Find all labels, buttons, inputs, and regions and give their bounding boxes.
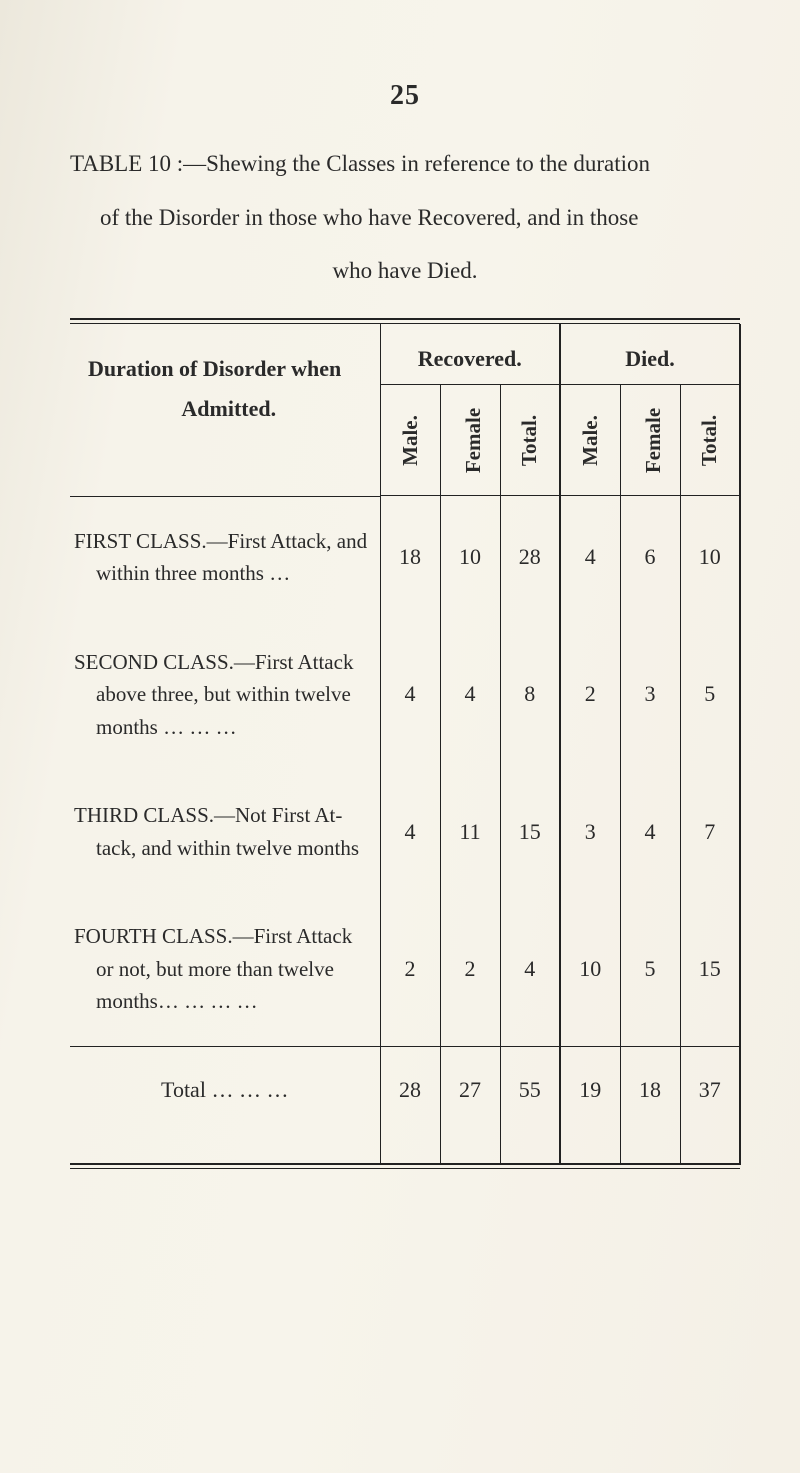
cell: 10 bbox=[440, 496, 500, 618]
cell: 18 bbox=[620, 1047, 680, 1165]
row-label: THIRD CLASS.—Not First At- tack, and wit… bbox=[70, 771, 380, 892]
cell: 2 bbox=[380, 892, 440, 1046]
row-label: SECOND CLASS.—First Attack above three, … bbox=[70, 618, 380, 772]
page-number: 25 bbox=[70, 80, 740, 112]
page: 25 TABLE 10 :—Shewing the Classes in ref… bbox=[0, 0, 800, 1473]
cell: 3 bbox=[560, 771, 620, 892]
stub-header-line1: Duration of Disorder when bbox=[88, 356, 341, 381]
data-table: Duration of Disorder when Admitted. Reco… bbox=[70, 318, 741, 1169]
table-row: FIRST CLASS.—First Attack, and within th… bbox=[70, 496, 740, 618]
caption-line-3: who have Died. bbox=[70, 249, 740, 293]
sub-header-male-2: Male. bbox=[560, 385, 620, 496]
sub-header-female-1: Female bbox=[440, 385, 500, 496]
cell: 4 bbox=[620, 771, 680, 892]
cell: 19 bbox=[560, 1047, 620, 1165]
table-bottom-rule bbox=[70, 1164, 740, 1169]
cell: 7 bbox=[680, 771, 740, 892]
cell: 4 bbox=[560, 496, 620, 618]
header-row-groups: Duration of Disorder when Admitted. Reco… bbox=[70, 324, 740, 385]
cell: 2 bbox=[560, 618, 620, 772]
cell: 4 bbox=[380, 771, 440, 892]
cell: 28 bbox=[380, 1047, 440, 1165]
stub-header: Duration of Disorder when Admitted. bbox=[70, 324, 380, 496]
sub-header-total-2: Total. bbox=[680, 385, 740, 496]
cell: 3 bbox=[620, 618, 680, 772]
cell: 28 bbox=[500, 496, 560, 618]
group-header-recovered: Recovered. bbox=[380, 324, 560, 385]
total-row: Total … … … 28 27 55 19 18 37 bbox=[70, 1047, 740, 1165]
cell: 15 bbox=[500, 771, 560, 892]
cell: 15 bbox=[680, 892, 740, 1046]
cell: 5 bbox=[680, 618, 740, 772]
cell: 6 bbox=[620, 496, 680, 618]
caption-line-2: of the Disorder in those who have Recove… bbox=[70, 196, 730, 240]
table-row: SECOND CLASS.—First Attack above three, … bbox=[70, 618, 740, 772]
row-label: FOURTH CLASS.—First Attack or not, but m… bbox=[70, 892, 380, 1046]
cell: 11 bbox=[440, 771, 500, 892]
row-label: FIRST CLASS.—First Attack, and within th… bbox=[70, 496, 380, 618]
sub-header-male-1: Male. bbox=[380, 385, 440, 496]
sub-header-female-2: Female bbox=[620, 385, 680, 496]
cell: 8 bbox=[500, 618, 560, 772]
cell: 2 bbox=[440, 892, 500, 1046]
cell: 27 bbox=[440, 1047, 500, 1165]
stub-header-line2: Admitted. bbox=[88, 389, 370, 429]
table-row: FOURTH CLASS.—First Attack or not, but m… bbox=[70, 892, 740, 1046]
cell: 10 bbox=[680, 496, 740, 618]
cell: 5 bbox=[620, 892, 680, 1046]
cell: 4 bbox=[440, 618, 500, 772]
sub-header-total-1: Total. bbox=[500, 385, 560, 496]
table-row: THIRD CLASS.—Not First At- tack, and wit… bbox=[70, 771, 740, 892]
cell: 10 bbox=[560, 892, 620, 1046]
cell: 37 bbox=[680, 1047, 740, 1165]
cell: 4 bbox=[500, 892, 560, 1046]
cell: 55 bbox=[500, 1047, 560, 1165]
caption-line-1: TABLE 10 :—Shewing the Classes in refere… bbox=[70, 142, 730, 186]
cell: 18 bbox=[380, 496, 440, 618]
group-header-died: Died. bbox=[560, 324, 740, 385]
total-label: Total … … … bbox=[70, 1047, 380, 1165]
cell: 4 bbox=[380, 618, 440, 772]
